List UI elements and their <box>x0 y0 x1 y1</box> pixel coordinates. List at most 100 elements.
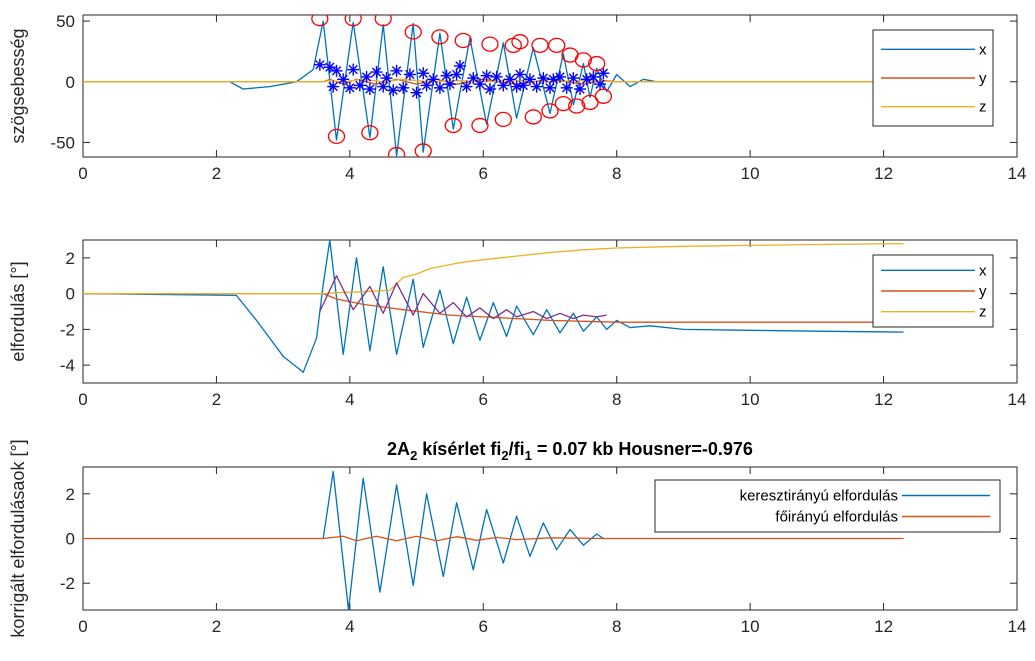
star-marker <box>453 59 466 72</box>
star-marker <box>323 61 336 74</box>
star-stroke <box>525 74 535 85</box>
x-tick-label: 8 <box>612 617 621 636</box>
star-marker <box>343 81 356 94</box>
legend-item: z <box>881 99 987 116</box>
peak-marker <box>471 117 489 134</box>
x-tick-label: 6 <box>479 390 488 409</box>
peak-marker <box>531 37 549 53</box>
title-part: /fi <box>509 439 525 459</box>
y-tick-label: 2 <box>66 485 75 504</box>
star-stroke <box>331 66 342 76</box>
star-stroke <box>588 72 599 82</box>
star-stroke <box>398 83 408 93</box>
legend-item: y <box>881 283 987 300</box>
star-marker <box>380 72 393 85</box>
peak-marker <box>541 103 559 119</box>
star-marker <box>567 72 580 85</box>
star-marker <box>397 81 410 94</box>
star-marker <box>327 80 340 93</box>
plot-marks <box>83 15 904 157</box>
legend-item: x <box>881 41 987 58</box>
x-tick-label: 14 <box>1008 164 1027 183</box>
star-stroke <box>388 85 398 95</box>
x-tick-label: 0 <box>78 390 87 409</box>
star-stroke <box>325 62 335 72</box>
x-tick-label: 14 <box>1008 617 1027 636</box>
legend-label: x <box>979 41 987 58</box>
star-stroke <box>348 64 358 75</box>
series-line-y <box>83 292 904 323</box>
peak-marker <box>387 146 406 157</box>
star-marker <box>594 78 607 91</box>
legend-item: x <box>881 262 987 279</box>
legend-item: y <box>881 70 987 87</box>
star-stroke <box>445 79 455 89</box>
star-marker <box>337 73 350 86</box>
star-stroke <box>441 70 452 81</box>
peak-marker <box>404 24 422 40</box>
star-marker <box>390 64 403 77</box>
x-tick-label: 10 <box>741 164 760 183</box>
star-stroke <box>568 73 579 83</box>
peak-marker <box>414 143 432 157</box>
y-tick-label: -4 <box>60 356 75 375</box>
star-stroke <box>515 69 525 80</box>
subplot-2: 0 2 4 6 8 10 12 14 -4 -2 0 2 elfordulás [°] xyz <box>8 239 1027 409</box>
star-stroke <box>538 73 549 83</box>
star-marker <box>433 81 446 94</box>
peak-marker <box>327 128 346 145</box>
title-part: = 0.07 kb Housner=-0.976 <box>532 439 753 459</box>
star-marker <box>537 72 550 85</box>
star-marker <box>483 83 496 96</box>
peak-marker <box>524 109 542 125</box>
star-marker <box>560 81 573 94</box>
legend-item: z <box>881 304 987 321</box>
star-marker <box>460 80 473 93</box>
star-marker <box>574 83 587 96</box>
chart-title: 2A2 kísérlet fi2/fi1 = 0.07 kb Housner=-… <box>387 439 753 463</box>
x-tick-label: 14 <box>1008 390 1027 409</box>
series-line-keresztirányú-elfordulás <box>322 470 604 610</box>
star-stroke <box>461 81 472 92</box>
star-marker <box>497 79 510 92</box>
star-marker <box>353 79 366 92</box>
plot-marks <box>83 470 904 610</box>
star-marker <box>490 70 503 83</box>
peak-marker <box>311 15 329 27</box>
star-marker <box>410 86 423 99</box>
star-stroke <box>405 69 415 80</box>
x-tick-label: 8 <box>612 164 621 183</box>
title-part: 2A <box>387 439 410 459</box>
star-marker <box>427 73 440 86</box>
star-marker <box>530 80 543 93</box>
star-stroke <box>315 60 325 70</box>
x-tick-label: 10 <box>741 617 760 636</box>
star-stroke <box>361 72 372 82</box>
x-tick-label: 4 <box>345 617 354 636</box>
star-marker <box>544 81 556 94</box>
x-tick-label: 2 <box>212 164 221 183</box>
x-tick-label: 4 <box>345 164 354 183</box>
peak-marker <box>594 88 613 104</box>
x-tick-label: 0 <box>78 617 87 636</box>
legend-label: x <box>979 262 987 279</box>
peak-marker <box>494 111 512 128</box>
star-stroke <box>598 68 609 78</box>
star-marker <box>443 78 456 91</box>
peak-marker <box>361 125 379 141</box>
legend-box <box>654 479 1001 533</box>
legend: keresztirányú elfordulás főirányú elfordu… <box>654 479 1001 533</box>
star-stroke <box>381 73 392 83</box>
star-marker <box>387 84 400 97</box>
peak-marker <box>444 117 462 134</box>
star-stroke <box>371 67 382 77</box>
plot-area <box>82 239 1018 384</box>
star-marker <box>360 70 373 83</box>
x-tick-label: 12 <box>874 617 893 636</box>
title-subscript: 1 <box>525 448 532 463</box>
x-tick-label: 10 <box>741 390 760 409</box>
y-axis-label: elfordulás [°] <box>8 261 28 361</box>
star-stroke <box>481 70 492 81</box>
